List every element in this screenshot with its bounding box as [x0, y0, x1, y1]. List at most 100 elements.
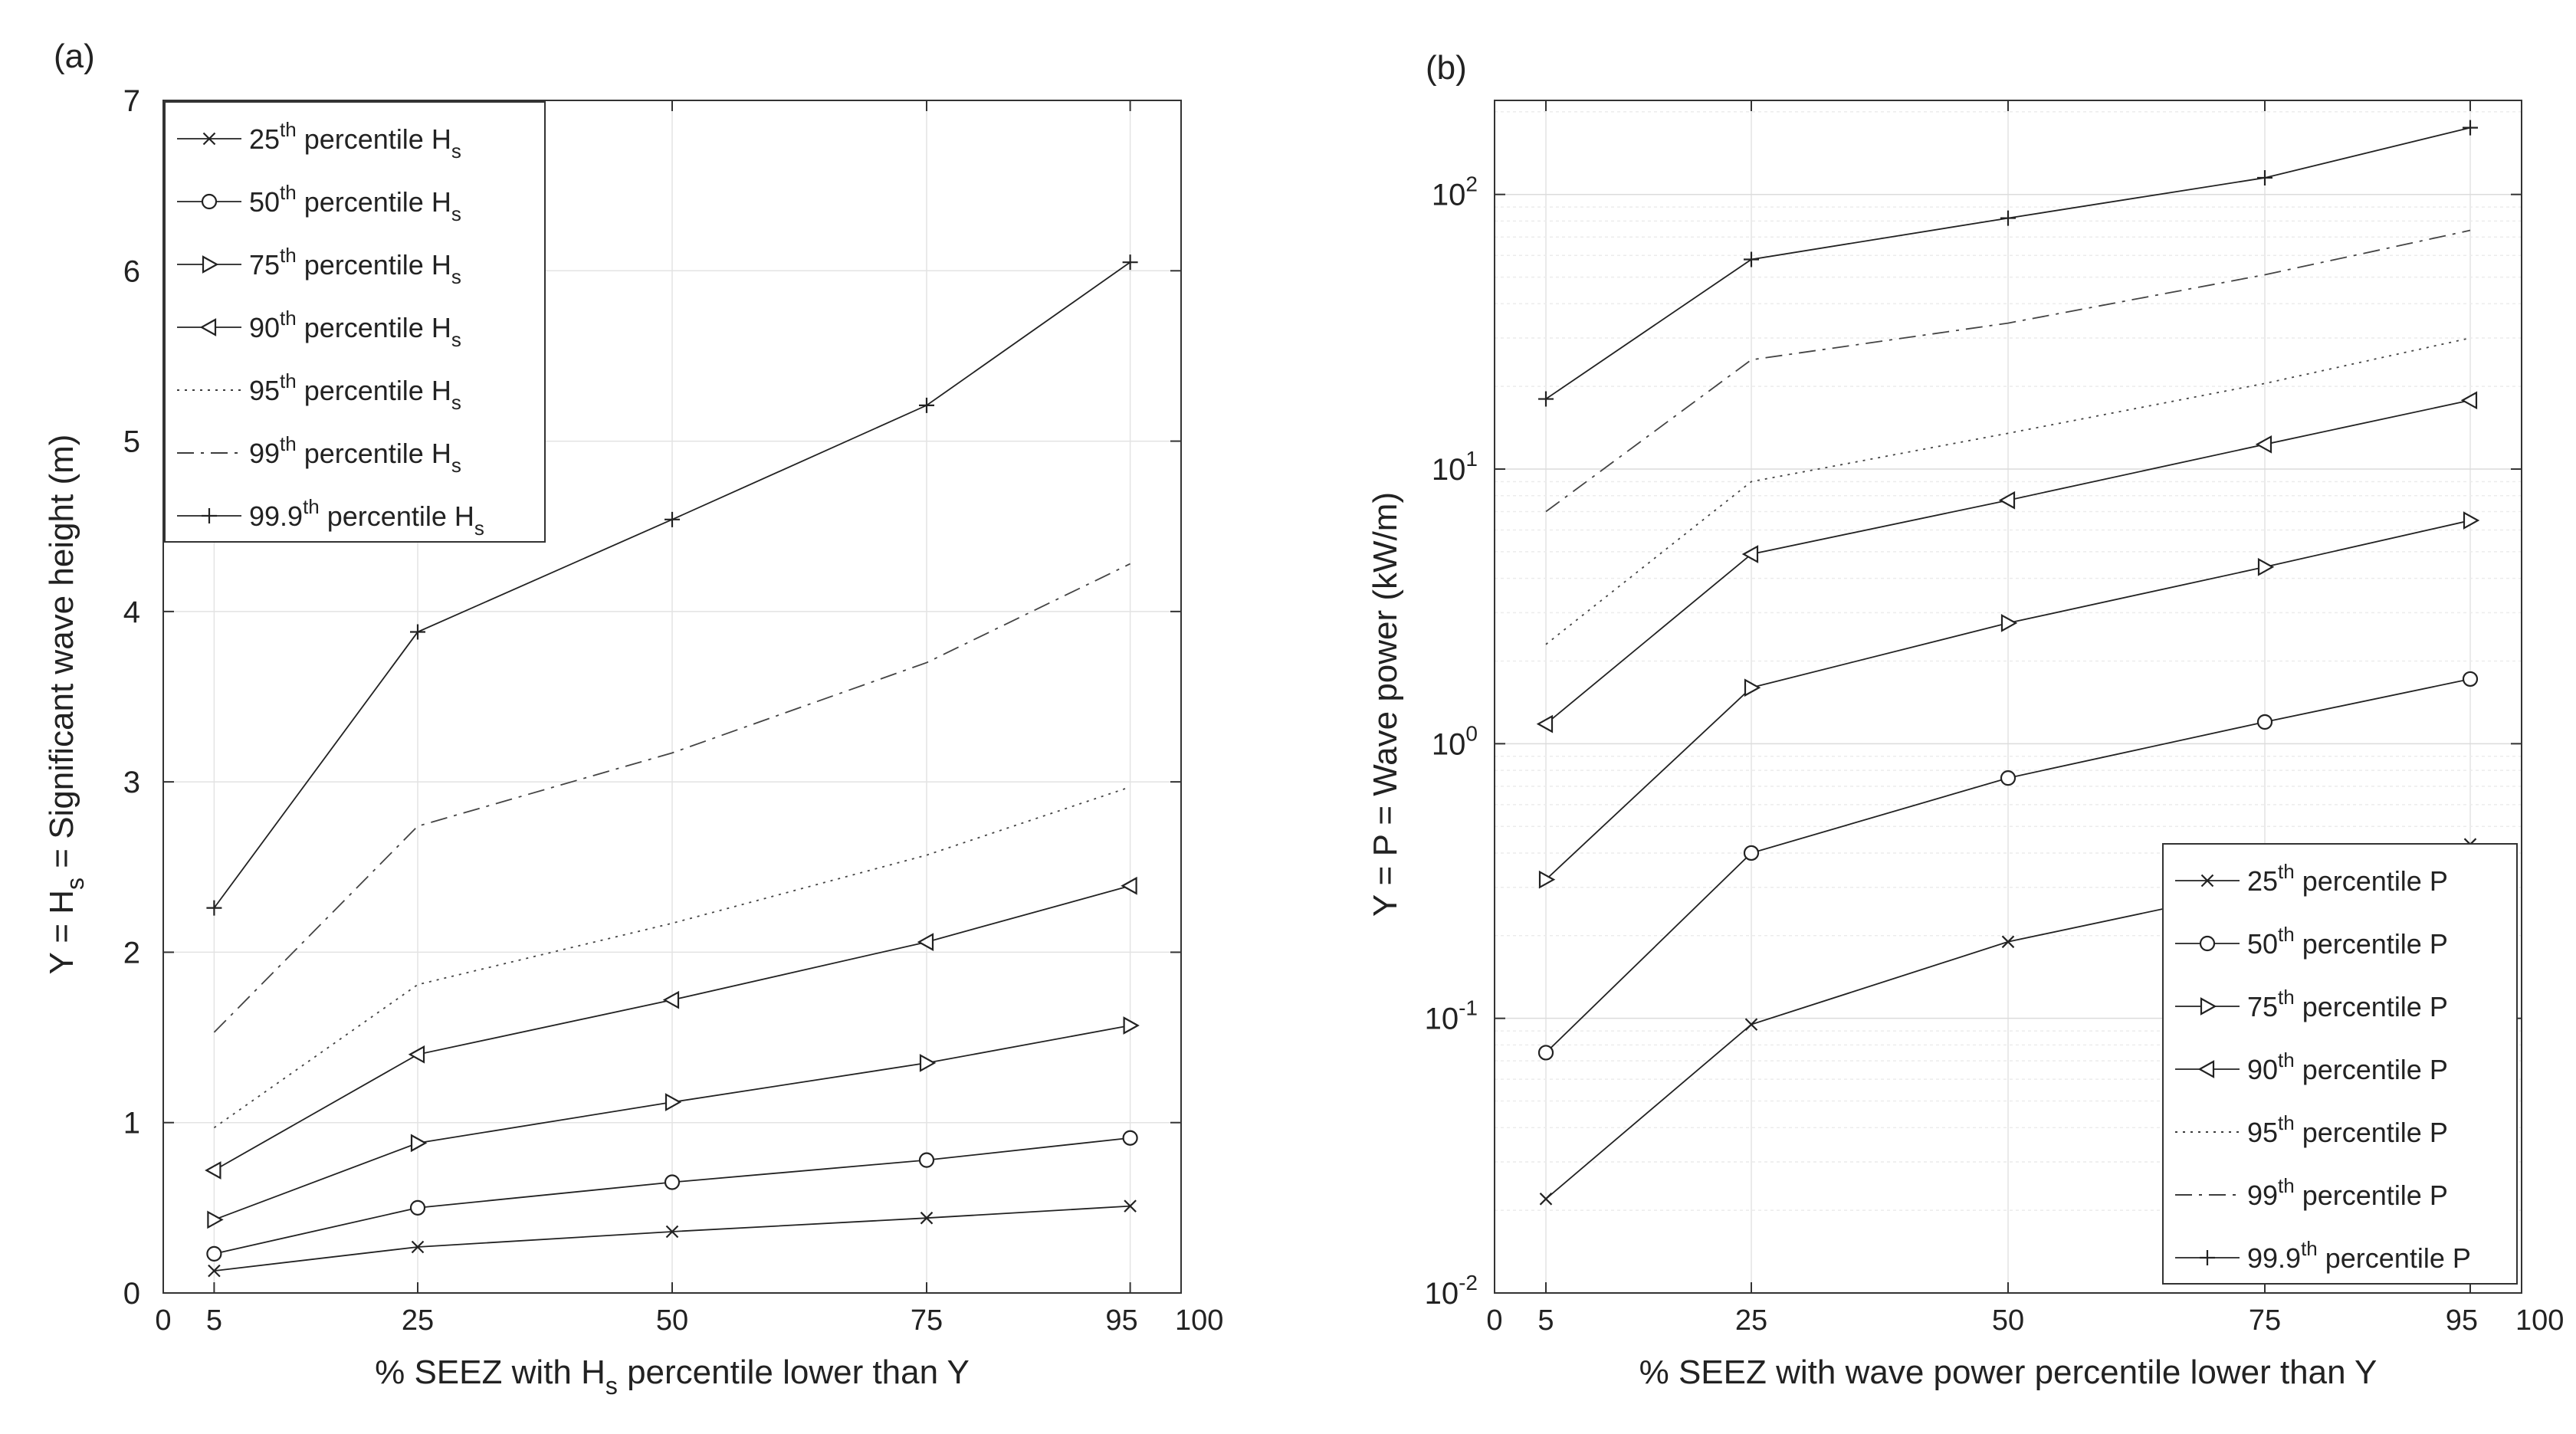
data-point: [1538, 391, 1554, 407]
x-axis-label: % SEEZ with wave power percentile lower …: [1639, 1354, 2377, 1391]
data-point: [2000, 210, 2016, 226]
series-75-percentile: [1538, 511, 2480, 889]
legend-entry-sub: s: [451, 328, 461, 351]
legend-marker: [199, 318, 217, 336]
legend-entry: 95th percentile Hs: [249, 369, 461, 414]
series-99-9-percentile: [206, 254, 1138, 916]
x-axis-label: % SEEZ with Hs percentile lower than Y: [375, 1354, 970, 1400]
series-99-percentile: [213, 563, 1130, 1033]
legend-entry: 99.9th percentile Hs: [249, 495, 484, 540]
legend-entry-text: percentile P: [2295, 1117, 2448, 1148]
legend-entry-sub: s: [451, 391, 461, 414]
series-line: [213, 563, 1130, 1033]
legend-entry-text: percentile H: [297, 312, 451, 343]
legend-entry: 99th percentile P: [2247, 1174, 2448, 1211]
data-point: [2462, 671, 2479, 687]
y-tick-label: 2: [123, 936, 140, 970]
data-point: [1743, 845, 1760, 861]
legend-entry-text: percentile P: [2295, 928, 2448, 960]
y-tick-base: 10: [1425, 1277, 1459, 1311]
legend-entry: 95th percentile P: [2247, 1111, 2448, 1148]
y-tick-exponent: 0: [1465, 721, 1478, 745]
data-point: [408, 1045, 425, 1064]
x-tick-label: 50: [656, 1304, 688, 1337]
legend-entry: 25th percentile P: [2247, 860, 2448, 897]
data-point: [1538, 870, 1556, 889]
data-point: [665, 1225, 679, 1239]
x-axis: 0 5 25 50 75 95 100: [1486, 100, 2564, 1337]
y-tick-label: 4: [123, 596, 140, 629]
legend-entry-number: 25: [2247, 865, 2278, 897]
data-point: [208, 1264, 221, 1278]
y-tick-exponent: 2: [1465, 172, 1478, 196]
legend-entry-number: 75: [249, 249, 280, 281]
data-point: [410, 1134, 428, 1153]
legend-entry-sup: th: [2278, 860, 2295, 883]
legend-marker: [2200, 874, 2214, 888]
legend-entry-number: 95: [2247, 1117, 2278, 1148]
data-point: [918, 1152, 935, 1168]
panel-label: (a): [54, 38, 95, 75]
series-50-percentile: [206, 1130, 1138, 1262]
legend-entry-text: percentile H: [320, 500, 474, 532]
series-95-percentile: [1545, 337, 2471, 645]
legend-entry: 50th percentile Hs: [249, 181, 461, 225]
x-axis-label-rest: percentile lower than Y: [618, 1354, 970, 1391]
legend-entry-text: percentile H: [297, 123, 451, 155]
data-point: [410, 624, 425, 640]
legend-entry-sup: th: [280, 118, 297, 141]
legend-entry-text: percentile H: [297, 375, 451, 406]
legend-entry-sub: s: [451, 454, 461, 477]
data-point: [207, 1210, 224, 1229]
x-tick-label: 5: [206, 1304, 222, 1337]
legend-entry-text: percentile P: [2295, 1054, 2448, 1085]
legend-entry: 99th percentile Hs: [249, 432, 461, 477]
legend-entry-number: 90: [2247, 1054, 2278, 1085]
legend-entry-sup: th: [280, 369, 297, 392]
x-tick-label: 95: [1105, 1304, 1137, 1337]
data-point: [2463, 120, 2478, 136]
y-tick-base: 10: [1425, 1002, 1459, 1036]
legend-entry-sup: th: [280, 432, 297, 455]
data-point: [1998, 491, 2016, 510]
x-tick-label: 25: [1735, 1304, 1767, 1337]
series-75-percentile: [207, 1016, 1140, 1229]
data-point: [2255, 435, 2272, 454]
series-line: [1545, 337, 2471, 645]
legend-entry: 75th percentile Hs: [249, 244, 461, 288]
y-axis-label-sub: s: [61, 878, 89, 890]
legend-box: [164, 101, 546, 543]
data-point: [2463, 511, 2480, 530]
y-tick-exponent: 1: [1465, 447, 1478, 471]
legend-entry-text: percentile P: [2295, 1180, 2448, 1211]
legend-entry-number: 99.9: [2247, 1242, 2301, 1274]
data-point: [409, 1199, 426, 1216]
legend-entry-text: percentile H: [297, 249, 451, 281]
y-tick-label: 7: [123, 84, 140, 118]
data-point: [1536, 714, 1554, 733]
y-tick-label: 102: [1432, 172, 1478, 212]
legend-entry-text: percentile H: [297, 186, 451, 218]
x-tick-label: 75: [2249, 1304, 2281, 1337]
x-tick-label: 100: [1175, 1304, 1223, 1337]
data-point: [1122, 254, 1138, 271]
y-axis-label-main: Y = H: [43, 890, 80, 974]
legend-entry: 25th percentile Hs: [249, 118, 461, 162]
data-point: [206, 1245, 222, 1262]
legend-entry-sub: s: [451, 202, 461, 225]
y-tick-base: 10: [1432, 727, 1466, 761]
legend-marker: [202, 132, 216, 146]
legend-entry-sup: th: [280, 307, 297, 330]
data-point: [662, 990, 680, 1009]
y-tick-label: 100: [1432, 721, 1478, 761]
legend-entry: 50th percentile P: [2247, 923, 2448, 960]
series-90-percentile: [205, 876, 1137, 1180]
data-point: [206, 900, 222, 916]
data-point: [411, 1240, 425, 1254]
legend-entry-number: 99: [2247, 1180, 2278, 1211]
legend-entry-sup: th: [2278, 923, 2295, 946]
